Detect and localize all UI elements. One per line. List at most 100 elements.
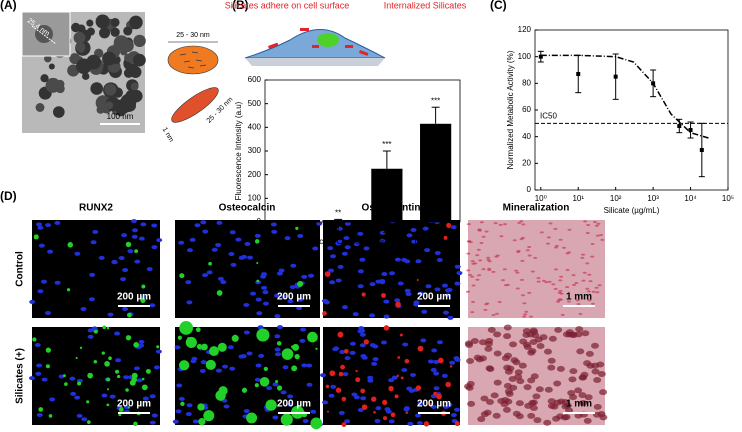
stain xyxy=(127,406,130,409)
nucleus xyxy=(450,225,457,230)
stain xyxy=(101,351,105,355)
stain xyxy=(134,249,139,254)
nucleus xyxy=(379,238,386,243)
stain xyxy=(594,224,599,227)
stain xyxy=(465,341,474,348)
micrographs: 200 µm 200 µm 200 µm 1 mm 200 µm 200 µm 200 µm… xyxy=(29,218,608,430)
stain xyxy=(241,387,248,393)
nucleus xyxy=(416,421,423,426)
nucleus xyxy=(254,233,261,238)
nucleus xyxy=(138,339,145,344)
value-label: ** xyxy=(335,209,341,218)
stain xyxy=(322,311,327,316)
stain xyxy=(477,228,482,231)
stain xyxy=(583,417,592,424)
nucleus xyxy=(441,373,448,378)
scale-label: 200 µm xyxy=(117,292,151,303)
stain xyxy=(355,377,361,383)
x-axis-label: Silicate (µg/mL) xyxy=(604,206,660,215)
nucleus xyxy=(433,371,440,376)
stain xyxy=(595,234,600,237)
nucleus xyxy=(222,364,229,369)
stain xyxy=(430,402,434,406)
nucleus xyxy=(300,327,307,332)
nucleus xyxy=(176,383,183,388)
stain xyxy=(75,356,78,360)
stain xyxy=(565,285,570,288)
particle xyxy=(73,31,86,44)
stain xyxy=(141,384,148,391)
stain xyxy=(361,404,368,410)
nucleus xyxy=(404,288,411,293)
stain xyxy=(541,279,546,282)
nucleus xyxy=(454,407,461,412)
stain xyxy=(198,417,206,426)
nucleus xyxy=(69,376,76,381)
point xyxy=(688,128,693,132)
stain xyxy=(479,242,484,245)
nucleus xyxy=(425,284,432,289)
stain xyxy=(493,350,502,357)
stain xyxy=(276,385,283,391)
value-label: *** xyxy=(382,140,391,149)
stain xyxy=(487,326,496,333)
nucleus xyxy=(367,378,374,383)
y-tick-label: 300 xyxy=(248,146,262,155)
nucleus xyxy=(151,223,158,228)
nucleus xyxy=(40,279,47,284)
y-tick-label: 40 xyxy=(522,132,531,141)
nucleus xyxy=(357,284,364,289)
stain xyxy=(497,300,502,303)
nucleus xyxy=(453,356,460,361)
nucleus xyxy=(34,343,41,348)
nucleus xyxy=(374,418,381,423)
nucleus xyxy=(240,354,247,359)
nucleus xyxy=(359,328,366,333)
nucleus xyxy=(76,413,83,418)
stain xyxy=(560,414,569,421)
nucleus xyxy=(306,363,313,368)
bar xyxy=(322,220,354,222)
stain xyxy=(259,377,270,387)
stain xyxy=(436,393,442,400)
nucleus xyxy=(186,403,193,408)
nucleus xyxy=(337,264,344,269)
nucleus xyxy=(235,237,242,242)
stain xyxy=(310,417,323,430)
y-tick-label: 120 xyxy=(518,25,532,34)
stain xyxy=(275,380,279,384)
nucleus xyxy=(402,342,409,347)
stain xyxy=(515,271,520,274)
nucleus xyxy=(70,391,77,396)
stain xyxy=(586,224,591,227)
stain xyxy=(536,343,545,350)
stain xyxy=(106,377,111,382)
x-axis-label: Silicate Concentration (µg/mL) xyxy=(309,237,417,246)
diagram-label: Silicates adhere on cell surface xyxy=(225,0,350,10)
stain xyxy=(544,281,549,284)
particle xyxy=(99,27,111,39)
stain xyxy=(513,269,518,272)
stain xyxy=(466,358,475,365)
stain xyxy=(487,267,492,270)
stain xyxy=(405,411,408,414)
nucleus xyxy=(215,242,222,247)
stain xyxy=(179,273,185,279)
stain xyxy=(527,377,536,384)
x-tick-label: 10 xyxy=(382,226,391,235)
nucleus xyxy=(401,257,408,262)
nucleus xyxy=(410,228,417,233)
side-thickness: 1 nm xyxy=(161,126,175,143)
stain xyxy=(466,290,471,293)
nucleus xyxy=(151,245,158,250)
stain xyxy=(557,298,562,301)
nucleus xyxy=(114,331,121,336)
particle xyxy=(52,106,65,118)
stain xyxy=(484,345,493,352)
nucleus xyxy=(407,421,414,426)
stain xyxy=(446,222,452,228)
particle xyxy=(110,17,120,27)
nucleus xyxy=(359,343,366,348)
nucleus xyxy=(339,349,346,354)
